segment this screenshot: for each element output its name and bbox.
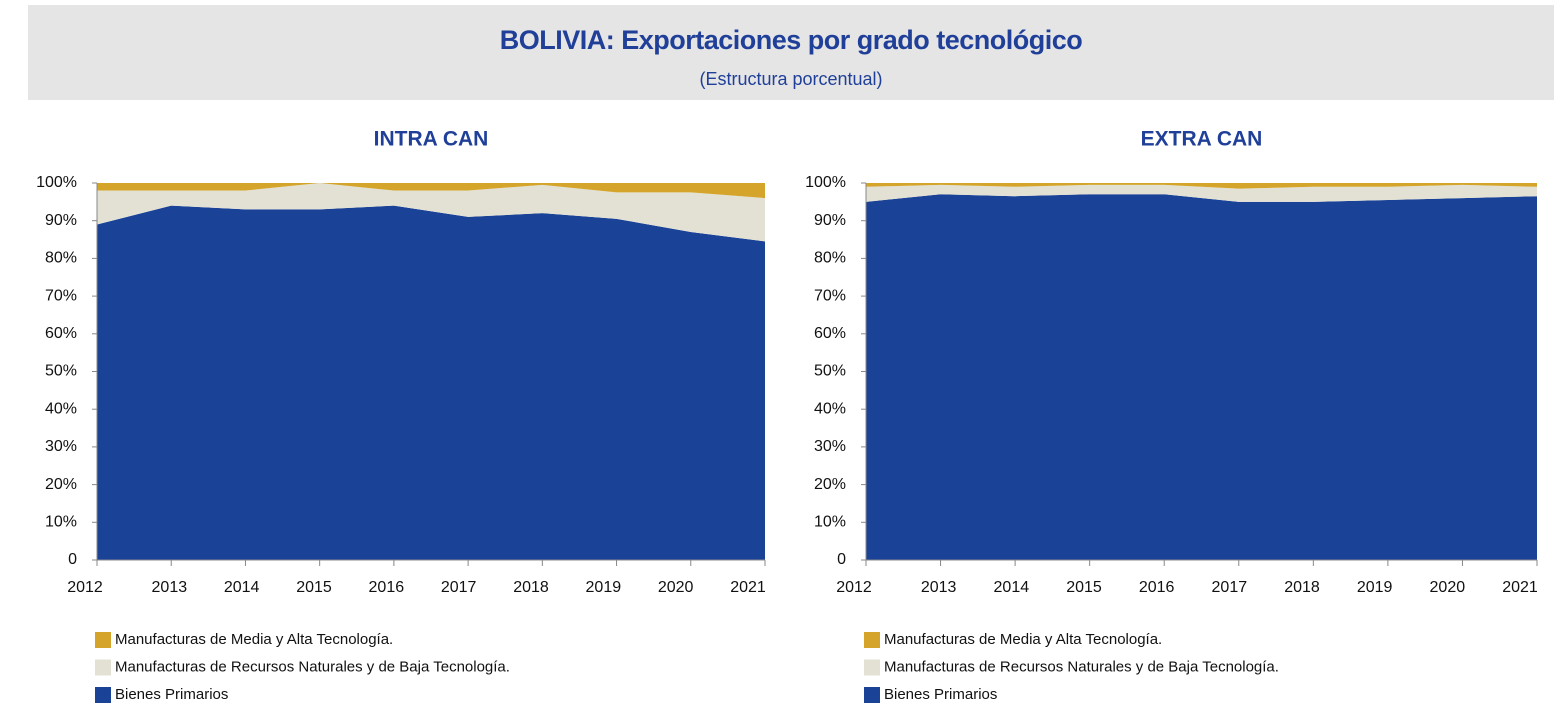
legend-label: Manufacturas de Recursos Naturales y de …: [884, 658, 1279, 675]
y-tick-label: 40%: [814, 400, 846, 417]
page-title: BOLIVIA: Exportaciones por grado tecnoló…: [500, 25, 1083, 55]
x-tick-label: 2013: [152, 579, 188, 596]
y-tick-label: 50%: [814, 363, 846, 380]
x-tick-label: 2015: [296, 579, 332, 596]
y-tick-label: 10%: [45, 514, 77, 531]
x-tick-label: 2012: [67, 579, 103, 596]
legend-label: Manufacturas de Media y Alta Tecnología.: [884, 631, 1162, 648]
y-tick-label: 0: [68, 551, 77, 568]
legend-swatch: [864, 687, 880, 703]
y-tick-label: 70%: [45, 287, 77, 304]
legend-label: Manufacturas de Recursos Naturales y de …: [115, 658, 510, 675]
x-tick-label: 2021: [1502, 579, 1538, 596]
area-series: [866, 184, 1537, 202]
x-tick-label: 2019: [1357, 579, 1393, 596]
y-tick-label: 50%: [45, 363, 77, 380]
y-tick-label: 80%: [45, 250, 77, 267]
x-tick-label: 2021: [730, 579, 766, 596]
area-series: [97, 183, 765, 199]
x-tick-label: 2017: [1212, 579, 1248, 596]
legend-swatch: [864, 632, 880, 648]
x-tick-label: 2012: [836, 579, 872, 596]
chart-title: INTRA CAN: [374, 128, 489, 151]
page-subtitle: (Estructura porcentual): [699, 69, 882, 89]
x-tick-label: 2017: [441, 579, 477, 596]
y-tick-label: 30%: [814, 438, 846, 455]
x-tick-label: 2020: [658, 579, 694, 596]
area-series: [97, 183, 765, 242]
y-tick-label: 60%: [45, 325, 77, 342]
area-series: [97, 205, 765, 560]
x-tick-label: 2016: [1139, 579, 1175, 596]
chart-title: EXTRA CAN: [1141, 128, 1263, 151]
x-tick-label: 2013: [921, 579, 957, 596]
y-tick-label: 20%: [814, 476, 846, 493]
area-series: [866, 183, 1537, 189]
y-tick-label: 20%: [45, 476, 77, 493]
y-tick-label: 30%: [45, 438, 77, 455]
legend-swatch: [95, 687, 111, 703]
x-tick-label: 2019: [586, 579, 622, 596]
x-tick-label: 2016: [369, 579, 405, 596]
x-tick-label: 2014: [994, 579, 1030, 596]
y-tick-label: 70%: [814, 287, 846, 304]
header-band: [28, 5, 1554, 100]
x-tick-label: 2018: [1284, 579, 1320, 596]
y-tick-label: 90%: [45, 212, 77, 229]
y-tick-label: 80%: [814, 250, 846, 267]
x-tick-label: 2014: [224, 579, 260, 596]
y-tick-label: 40%: [45, 400, 77, 417]
x-tick-label: 2020: [1430, 579, 1466, 596]
legend-swatch: [864, 659, 880, 676]
legend-label: Bienes Primarios: [115, 686, 228, 703]
y-tick-label: 100%: [805, 174, 846, 191]
y-tick-label: 60%: [814, 325, 846, 342]
y-tick-label: 90%: [814, 212, 846, 229]
legend-swatch: [95, 632, 111, 648]
x-tick-label: 2018: [513, 579, 549, 596]
y-tick-label: 10%: [814, 514, 846, 531]
y-tick-label: 100%: [36, 174, 77, 191]
y-tick-label: 0: [837, 551, 846, 568]
legend-label: Bienes Primarios: [884, 686, 997, 703]
legend-label: Manufacturas de Media y Alta Tecnología.: [115, 631, 393, 648]
legend-swatch: [95, 659, 111, 676]
area-series: [866, 194, 1537, 560]
x-tick-label: 2015: [1066, 579, 1102, 596]
